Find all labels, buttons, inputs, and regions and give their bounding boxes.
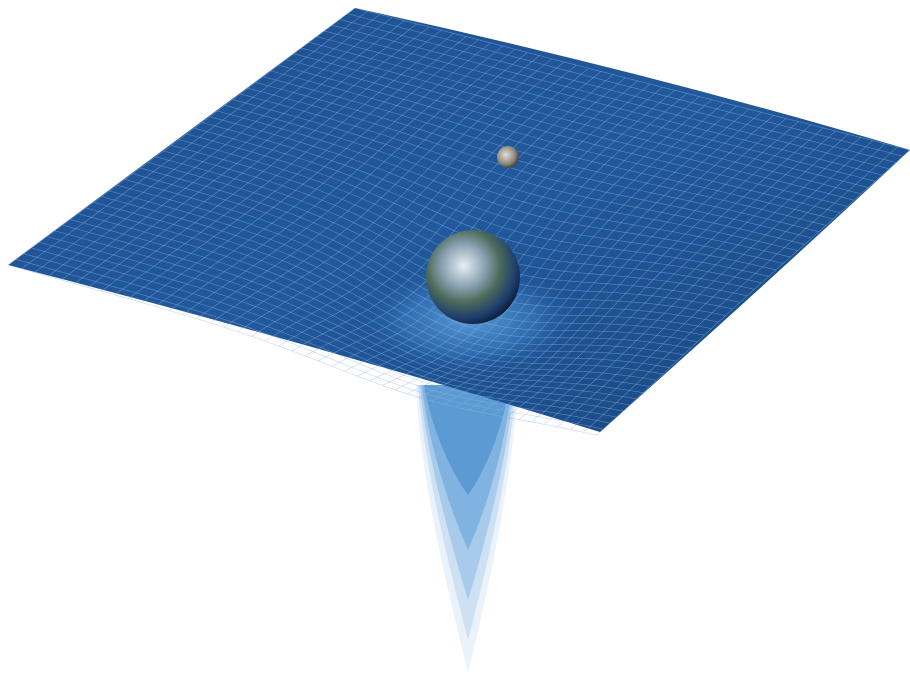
grid-line bbox=[293, 53, 855, 201]
grid-line bbox=[8, 7, 356, 266]
grid-line bbox=[557, 140, 873, 428]
grid-line bbox=[419, 105, 737, 398]
grid-line bbox=[443, 111, 762, 405]
grid-line bbox=[217, 110, 784, 264]
grid-line bbox=[169, 45, 503, 311]
grid-line bbox=[78, 213, 657, 381]
grid-line bbox=[132, 173, 705, 336]
grid-line bbox=[101, 29, 442, 292]
grid-line bbox=[155, 42, 491, 307]
grid-line bbox=[369, 93, 688, 382]
grid-line bbox=[34, 14, 380, 273]
grid-line bbox=[109, 190, 684, 355]
grid-line bbox=[31, 247, 617, 418]
grid-line bbox=[583, 146, 898, 433]
grid-line bbox=[407, 102, 725, 395]
grid-line bbox=[480, 121, 799, 413]
grid-line bbox=[232, 99, 798, 251]
grid-line bbox=[255, 82, 819, 232]
grid-line bbox=[85, 207, 664, 375]
grid-line bbox=[15, 259, 604, 430]
earth bbox=[426, 230, 520, 324]
grid-line bbox=[128, 36, 467, 299]
grid-line bbox=[74, 23, 417, 284]
grid-line bbox=[382, 96, 700, 386]
grid-line bbox=[316, 36, 876, 182]
grid-line bbox=[456, 115, 774, 408]
grid-line bbox=[531, 133, 849, 423]
grid-line bbox=[8, 264, 598, 436]
grid-line bbox=[332, 24, 890, 170]
sheet-grid bbox=[8, 7, 910, 436]
grid-line bbox=[93, 201, 670, 368]
grid-line bbox=[596, 149, 910, 436]
grid-line bbox=[544, 137, 861, 425]
grid-line bbox=[210, 55, 540, 324]
moon bbox=[497, 146, 519, 168]
grid-line bbox=[309, 42, 869, 188]
grid-line bbox=[339, 19, 897, 163]
funnel-layer bbox=[424, 385, 510, 495]
grid-line bbox=[493, 124, 811, 416]
grid-line bbox=[278, 64, 841, 214]
grid-line bbox=[270, 70, 834, 220]
grid-line bbox=[431, 108, 750, 402]
grid-line bbox=[70, 219, 650, 387]
grid-line bbox=[394, 99, 712, 391]
grid-line bbox=[263, 76, 827, 226]
grid-line bbox=[240, 93, 805, 245]
grid-line bbox=[116, 184, 691, 349]
grid-line bbox=[286, 59, 848, 207]
grid-line bbox=[39, 241, 624, 412]
grid-line bbox=[196, 52, 528, 319]
funnel bbox=[416, 385, 518, 672]
grid-line bbox=[87, 26, 430, 288]
grid-line bbox=[355, 7, 910, 151]
grid-line bbox=[324, 30, 883, 176]
grid-line bbox=[518, 130, 836, 420]
grid-line bbox=[201, 122, 769, 277]
grid-line bbox=[141, 39, 479, 303]
grid-line bbox=[62, 224, 644, 393]
grid-line bbox=[505, 127, 824, 418]
grid-line bbox=[251, 64, 577, 337]
grid-line bbox=[237, 61, 565, 332]
grid-line bbox=[291, 74, 614, 352]
grid-line bbox=[264, 68, 589, 342]
grid-line bbox=[247, 87, 812, 239]
grid-line bbox=[46, 236, 630, 406]
grid-line bbox=[101, 196, 677, 362]
grid-line bbox=[347, 13, 903, 157]
grid-line bbox=[278, 71, 602, 347]
grid-line bbox=[124, 179, 698, 342]
grid-line bbox=[223, 58, 553, 328]
grid-line bbox=[47, 17, 393, 277]
spacetime-sheet bbox=[8, 8, 910, 432]
grid-line bbox=[182, 49, 516, 315]
grid-line bbox=[61, 20, 405, 281]
grid-line bbox=[224, 105, 791, 258]
grid-line bbox=[114, 33, 454, 296]
grid-line bbox=[468, 118, 787, 411]
grid-line bbox=[209, 116, 776, 271]
grid-line bbox=[570, 143, 886, 430]
grid-line bbox=[23, 253, 611, 424]
grid-line bbox=[21, 10, 368, 269]
grid-line bbox=[54, 230, 637, 400]
grid-line bbox=[194, 127, 762, 284]
grid-line bbox=[301, 47, 862, 195]
